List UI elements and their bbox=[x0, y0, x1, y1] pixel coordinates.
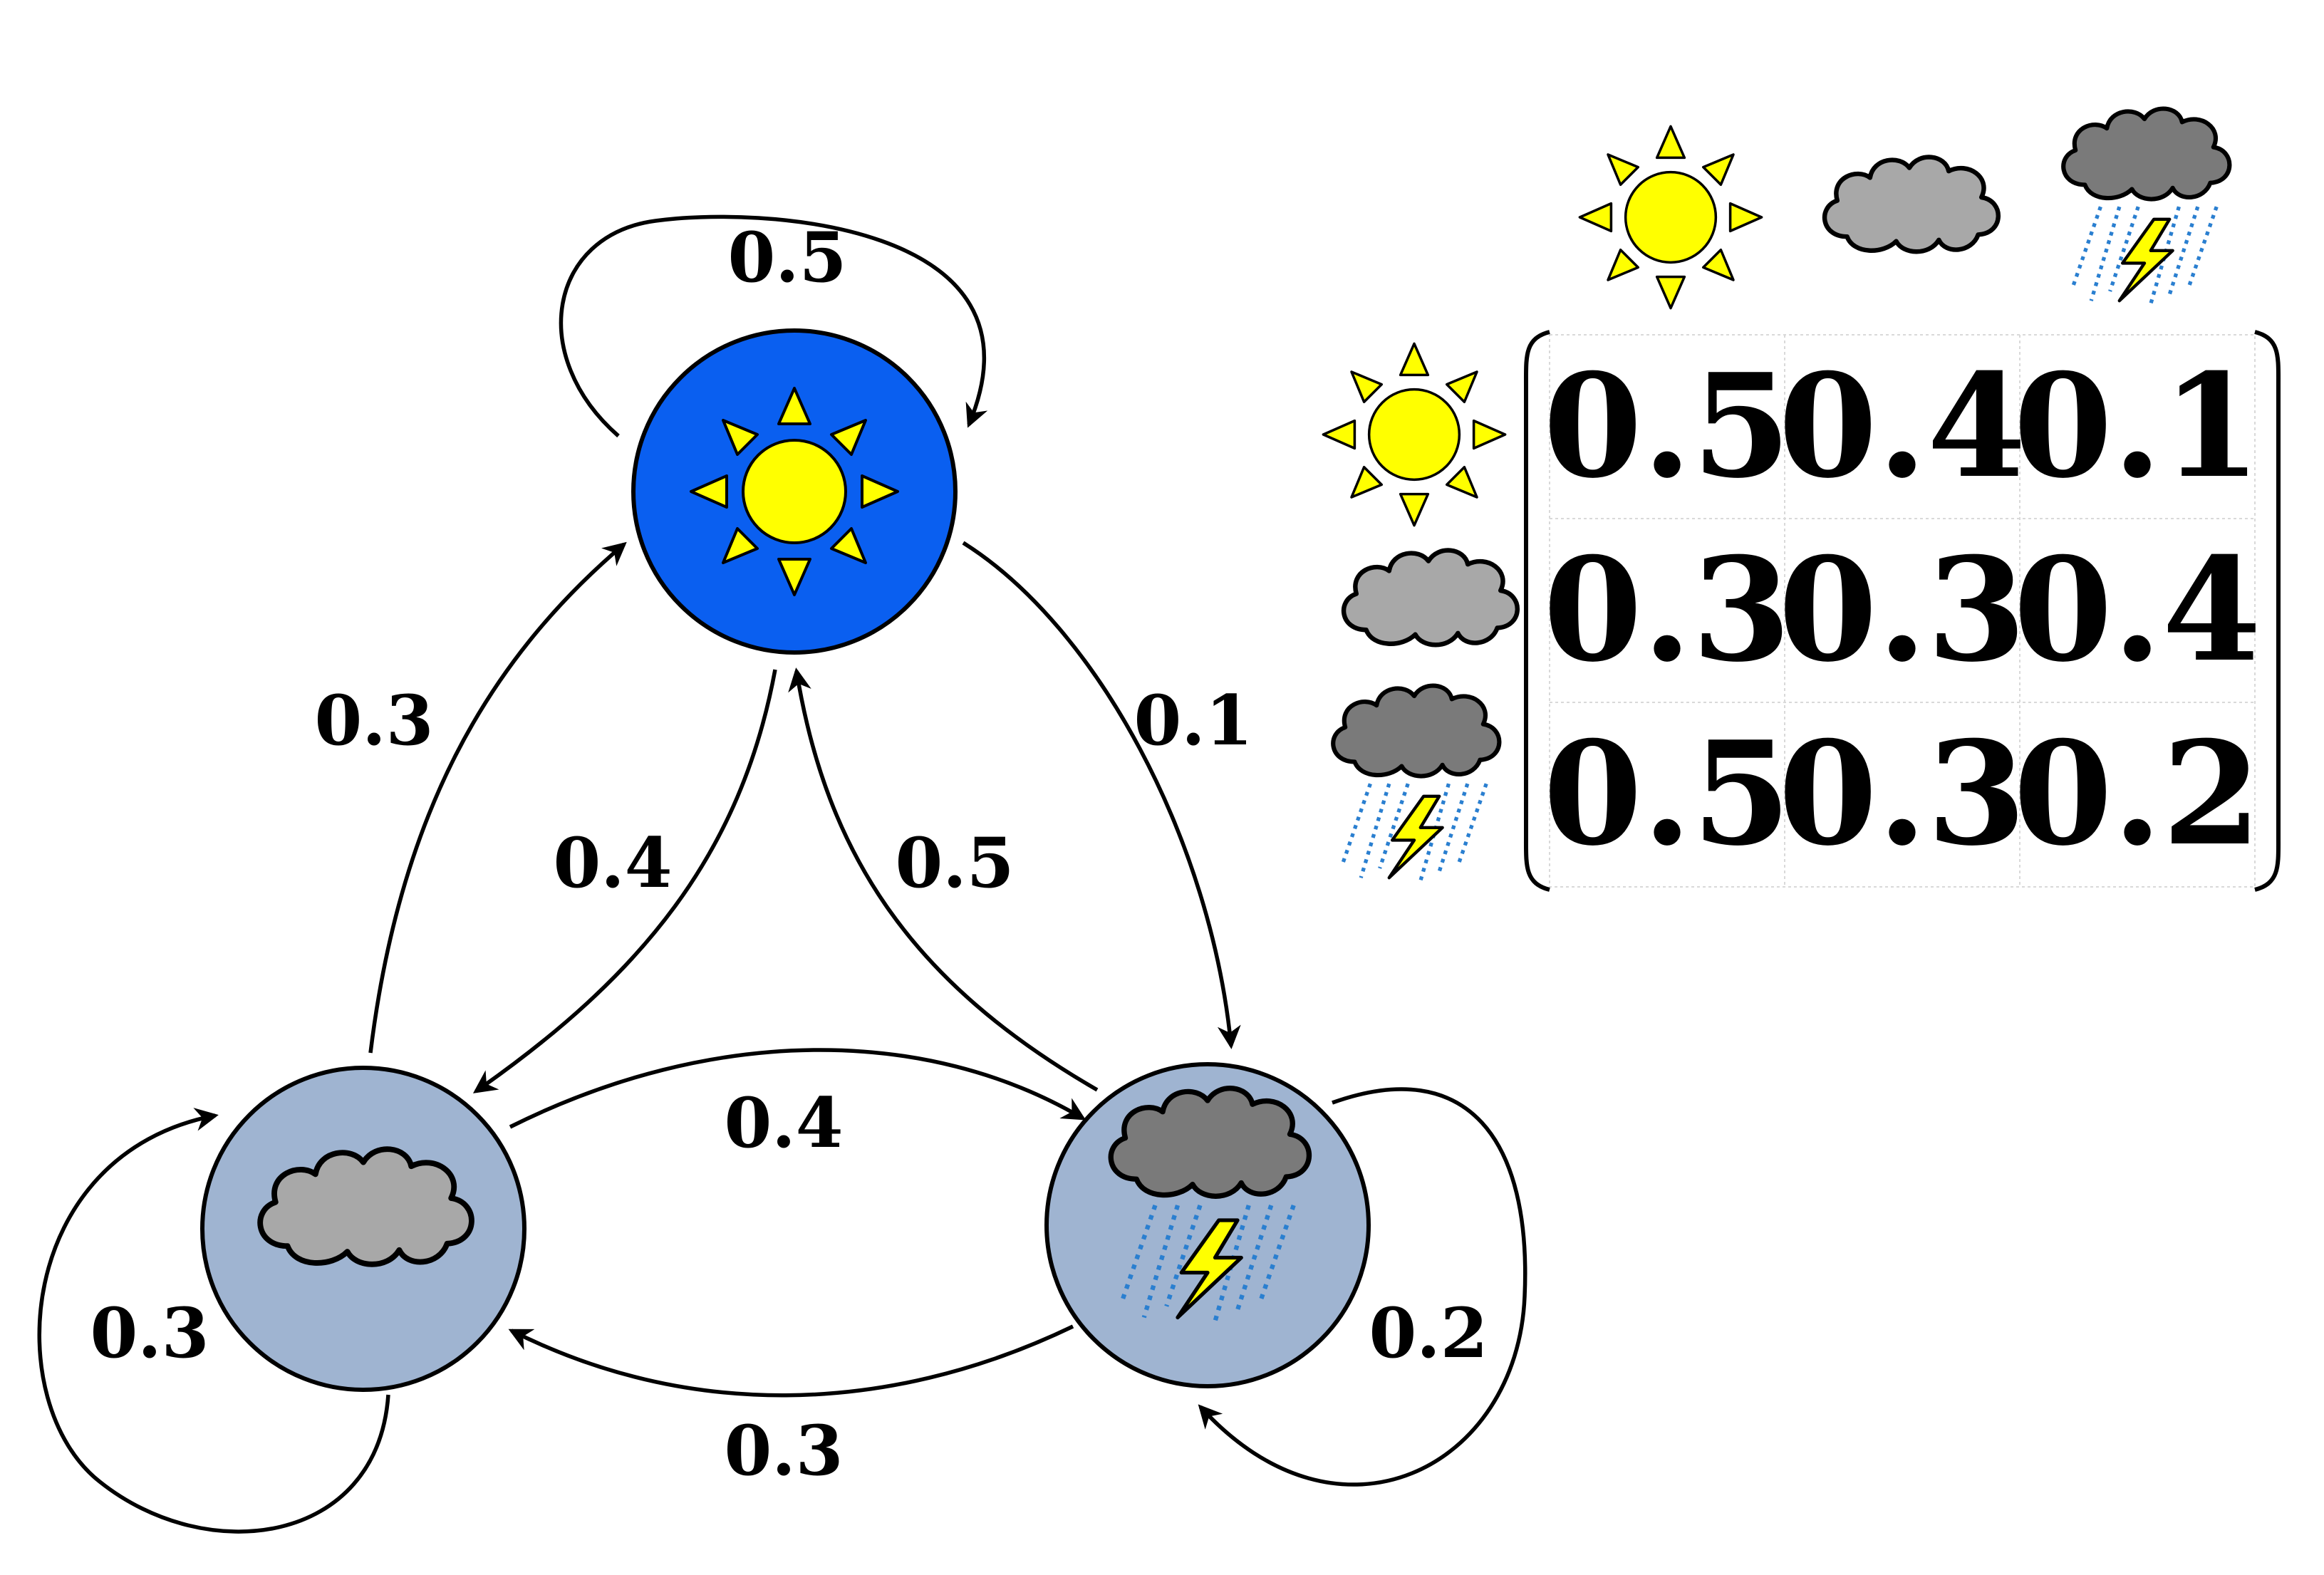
matrix-cell-r2c1: 0.3 bbox=[1543, 526, 1791, 694]
node-sunny bbox=[631, 328, 958, 655]
label-cloudy-cloudy: 0.3 bbox=[90, 1293, 209, 1373]
matrix-cell-r1c3: 0.1 bbox=[2013, 343, 2261, 510]
storm-icon bbox=[2063, 109, 2229, 304]
label-sunny-stormy: 0.1 bbox=[1134, 680, 1252, 761]
edge-cloudy-cloudy bbox=[37, 1108, 390, 1534]
matrix-cell-r3c2: 0.3 bbox=[1778, 710, 2026, 878]
storm-icon bbox=[1333, 686, 1499, 881]
label-sunny-cloudy: 0.4 bbox=[553, 823, 672, 903]
sun-icon bbox=[1578, 125, 1763, 310]
matrix-cell-r3c3: 0.2 bbox=[2013, 710, 2261, 878]
edge-cloudy-sunny bbox=[368, 541, 627, 1054]
label-cloudy-sunny: 0.3 bbox=[314, 680, 433, 761]
matrix-cell-r2c2: 0.3 bbox=[1778, 526, 2026, 694]
edge-cloudy-stormy bbox=[509, 1048, 1086, 1129]
edge-sunny-cloudy bbox=[472, 669, 777, 1093]
matrix-right-bracket bbox=[2254, 330, 2281, 892]
matrix-cell-r3c1: 0.5 bbox=[1543, 710, 1791, 878]
label-cloudy-stormy: 0.4 bbox=[724, 1083, 843, 1163]
sun-icon bbox=[1322, 342, 1507, 527]
matrix-cell-r1c2: 0.4 bbox=[1778, 343, 2026, 510]
label-sunny-sunny: 0.5 bbox=[727, 217, 846, 298]
edge-sunny-sunny bbox=[559, 214, 988, 438]
node-cloudy bbox=[200, 1066, 526, 1392]
matrix-cell-r1c1: 0.5 bbox=[1543, 343, 1791, 510]
edge-sunny-stormy bbox=[962, 541, 1241, 1049]
edge-stormy-stormy bbox=[1198, 1087, 1527, 1487]
cloud-icon bbox=[1825, 157, 1998, 251]
transition-matrix: 0.5 0.4 0.1 0.3 0.3 0.4 0.5 0.3 0.2 bbox=[1322, 109, 2281, 892]
label-stormy-cloudy: 0.3 bbox=[724, 1410, 843, 1491]
matrix-left-bracket bbox=[1523, 330, 1550, 892]
edge-stormy-cloudy bbox=[508, 1324, 1074, 1398]
cloud-icon bbox=[1344, 550, 1518, 645]
matrix-cell-r2c3: 0.4 bbox=[2013, 526, 2261, 694]
node-stormy bbox=[1044, 1062, 1371, 1388]
label-stormy-stormy: 0.2 bbox=[1369, 1293, 1488, 1373]
edge-stormy-sunny bbox=[788, 667, 1099, 1092]
matrix-grid bbox=[1549, 334, 2256, 888]
label-stormy-sunny: 0.5 bbox=[895, 823, 1014, 903]
